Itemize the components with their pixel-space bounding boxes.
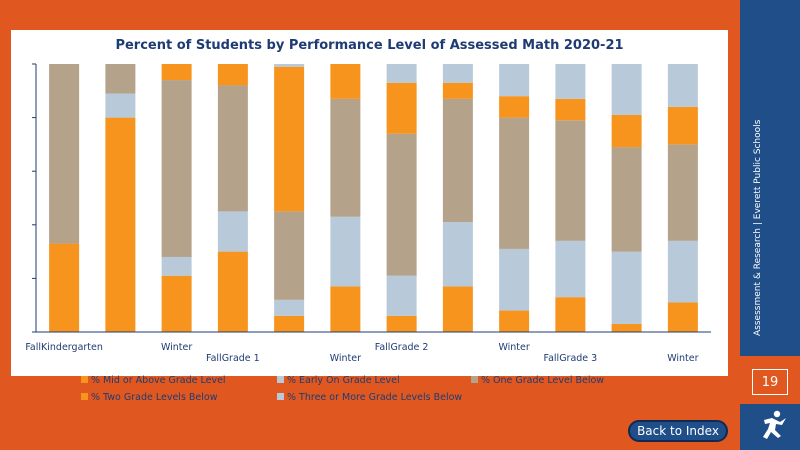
legend-label-1: % Early On Grade Level: [287, 375, 400, 386]
bar-segment-s0-b6: [386, 315, 417, 332]
bar-segment-s2-b8: [499, 117, 530, 249]
stacked-bar-chart: FallKindergarten Winter FallGrade 1 Winter F…: [25, 63, 711, 364]
chart-panel: Percent of Students by Performance Level…: [11, 30, 728, 403]
bar-segment-s0-b7: [442, 286, 473, 332]
x-tick-label-1: Winter: [161, 342, 192, 353]
bar-segment-s1-b4: [274, 299, 305, 316]
bar-segment-s2-b2: [161, 80, 192, 257]
legend-swatch-3: [81, 393, 88, 400]
bar-segment-s3-b11: [667, 106, 698, 145]
back-to-index-button[interactable]: Back to Index: [628, 420, 728, 442]
bar-segment-s1-b7: [442, 222, 473, 287]
bar-segment-s3-b4: [274, 66, 305, 212]
legend-swatch-0: [81, 376, 88, 383]
bar-segment-s4-b11: [667, 64, 698, 107]
bar-segment-s3-b8: [499, 96, 530, 118]
x-tick-label-4: FallGrade 2: [375, 342, 429, 353]
bar-segment-s4-b7: [442, 64, 473, 83]
bar-segment-s0-b2: [161, 275, 192, 332]
bar-segment-s2-b3: [217, 85, 248, 212]
legend-item-4: % Three or More Grade Levels Below: [277, 392, 462, 403]
bar-segment-s0-b1: [105, 117, 136, 332]
bar-segment-s3-b6: [386, 82, 417, 134]
bar-segment-s2-b10: [611, 147, 642, 252]
bar-segment-s4-b9: [555, 64, 586, 99]
legend-item-1: % Early On Grade Level: [277, 375, 400, 386]
bar-segment-s0-b10: [611, 323, 642, 332]
bar-segment-s2-b11: [667, 144, 698, 241]
bar-segment-s0-b11: [667, 302, 698, 332]
bar-segment-s2-b1: [105, 64, 136, 94]
page-number-box: [740, 356, 800, 404]
bar-segment-s3-b2: [161, 64, 192, 81]
running-figure-logo-icon: [763, 410, 786, 439]
bar-segment-s2-b0: [49, 64, 80, 244]
bar-segment-s0-b0: [49, 243, 80, 332]
legend-item-2: % One Grade Level Below: [471, 375, 604, 386]
legend-swatch-1: [277, 376, 284, 383]
legend-item-3: % Two Grade Levels Below: [81, 392, 218, 403]
chart-legend: % Mid or Above Grade Level % Early On Gra…: [81, 375, 701, 415]
bar-segment-s4-b6: [386, 64, 417, 83]
bar-segment-s2-b6: [386, 133, 417, 276]
legend-label-4: % Three or More Grade Levels Below: [287, 392, 463, 403]
bar-segment-s2-b5: [330, 98, 361, 217]
bar-segment-s2-b9: [555, 120, 586, 241]
org-caption: Assessment & Research | Everett Public S…: [753, 119, 763, 336]
bar-segment-s1-b8: [499, 248, 530, 311]
bar-segment-s3-b7: [442, 82, 473, 99]
bar-segment-s1-b10: [611, 251, 642, 324]
bar-segment-s0-b8: [499, 310, 530, 332]
bar-segment-s0-b3: [217, 251, 248, 332]
legend-swatch-4: [277, 393, 284, 400]
x-tick-label-7: Winter: [667, 353, 698, 364]
bar-segment-s0-b4: [274, 315, 305, 332]
bar-segment-s1-b2: [161, 256, 192, 276]
bar-segment-s3-b3: [217, 64, 248, 86]
legend-item-0: % Mid or Above Grade Level: [81, 375, 226, 386]
bar-segment-s1-b5: [330, 216, 361, 287]
bar-segment-s4-b10: [611, 64, 642, 115]
page-number: 19: [752, 369, 788, 395]
x-tick-label-2: FallGrade 1: [206, 353, 260, 364]
x-tick-label-0: FallKindergarten: [25, 342, 103, 353]
legend-swatch-2: [471, 376, 478, 383]
bar-segment-s2-b4: [274, 211, 305, 300]
bar-segment-s1-b6: [386, 275, 417, 316]
bar-segment-s0-b9: [555, 297, 586, 332]
x-tick-label-6: FallGrade 3: [544, 353, 598, 364]
bar-segment-s1-b3: [217, 211, 248, 252]
bar-segment-s3-b10: [611, 114, 642, 148]
bar-segment-s1-b11: [667, 240, 698, 303]
legend-label-0: % Mid or Above Grade Level: [91, 375, 226, 386]
bar-segment-s0-b5: [330, 286, 361, 332]
bar-segment-s2-b7: [442, 98, 473, 223]
bar-segment-s1-b9: [555, 240, 586, 298]
x-tick-label-3: Winter: [330, 353, 361, 364]
legend-label-2: % One Grade Level Below: [481, 375, 605, 386]
bar-segment-s1-b1: [105, 93, 136, 118]
legend-label-3: % Two Grade Levels Below: [91, 392, 218, 403]
bar-segment-s4-b8: [499, 64, 530, 97]
bar-segment-s3-b9: [555, 98, 586, 121]
bar-segment-s3-b5: [330, 64, 361, 99]
chart-title: Percent of Students by Performance Level…: [115, 38, 624, 53]
bar-segment-s4-b4: [274, 64, 305, 67]
x-tick-label-5: Winter: [498, 342, 529, 353]
